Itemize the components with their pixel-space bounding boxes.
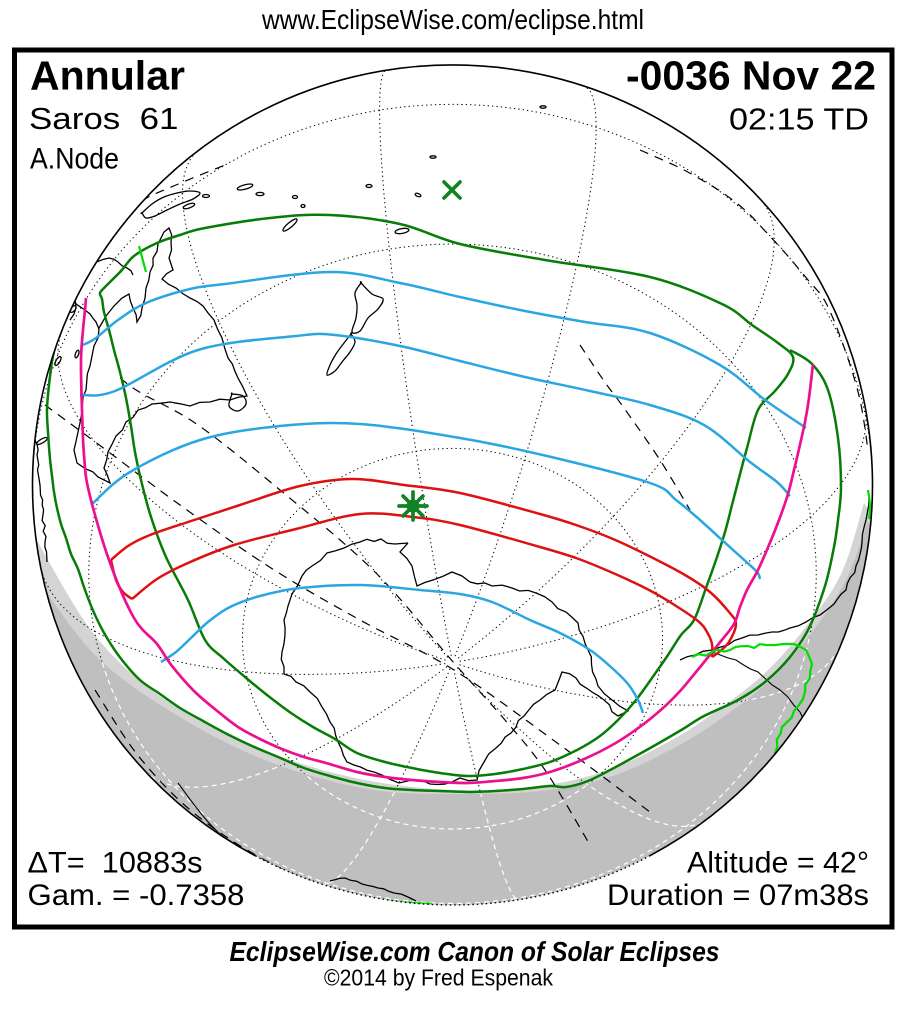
svg-text:©2014 by Fred Espenak: ©2014 by Fred Espenak xyxy=(324,965,553,991)
svg-text:Altitude = 42°: Altitude = 42° xyxy=(687,847,869,880)
svg-text:Duration = 07m38s: Duration = 07m38s xyxy=(607,879,869,912)
svg-text:02:15 TD: 02:15 TD xyxy=(729,102,869,137)
svg-text:Saros 61: Saros 61 xyxy=(29,101,179,136)
svg-text:EclipseWise.com Canon of Solar: EclipseWise.com Canon of Solar Eclipses xyxy=(230,936,720,967)
svg-text:Annular: Annular xyxy=(30,53,185,99)
svg-text:A.Node: A.Node xyxy=(30,143,119,176)
svg-text:ΔT= 10883s: ΔT= 10883s xyxy=(28,847,203,880)
svg-text:www.EclipseWise.com/eclipse.ht: www.EclipseWise.com/eclipse.html xyxy=(261,4,644,35)
svg-text:-0036 Nov 22: -0036 Nov 22 xyxy=(626,53,876,99)
svg-text:Gam. = -0.7358: Gam. = -0.7358 xyxy=(28,879,245,912)
